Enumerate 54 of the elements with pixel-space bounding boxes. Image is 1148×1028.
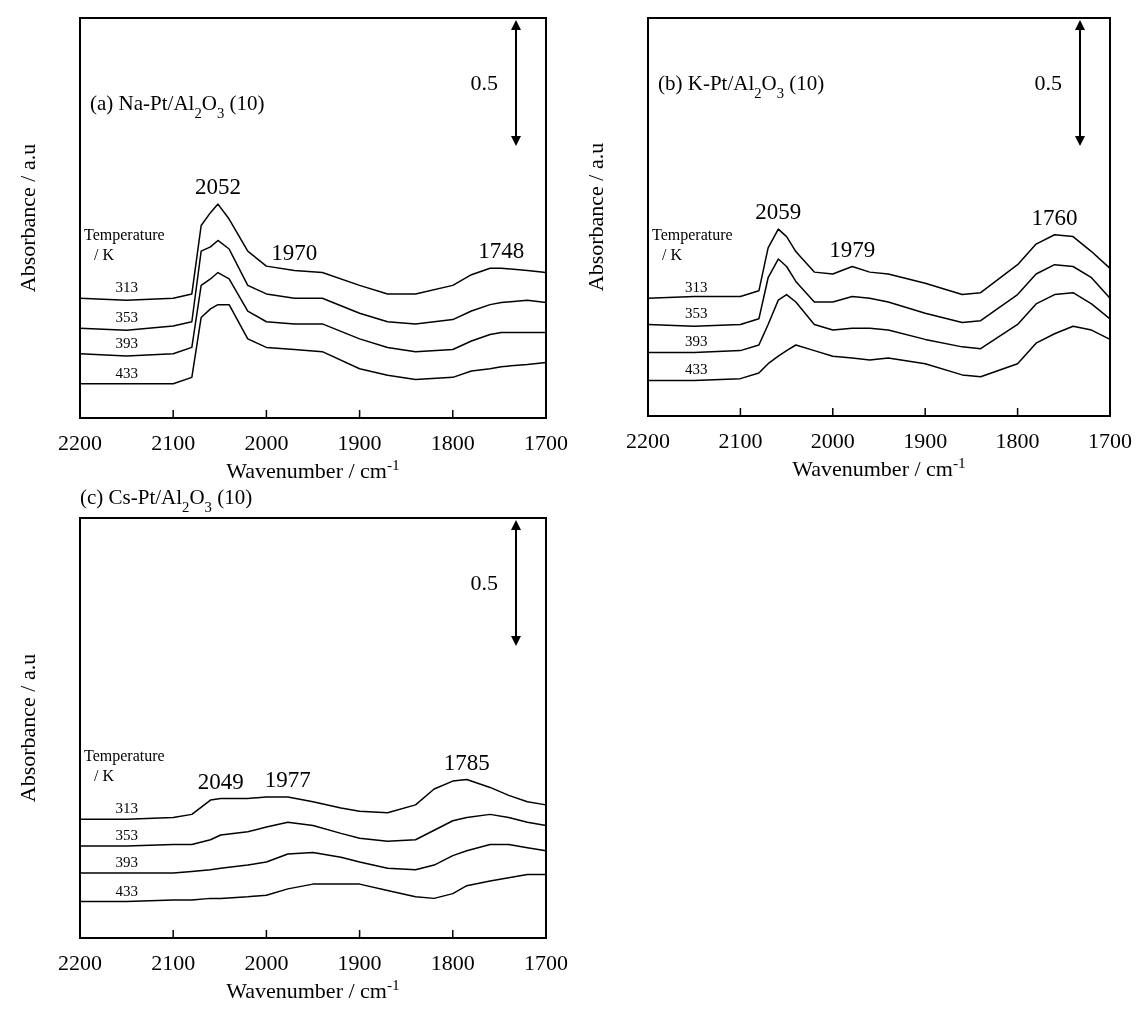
x-tick-label: 2000 <box>244 430 289 455</box>
annotation: 1748 <box>478 238 525 264</box>
x-tick-label: 2100 <box>151 430 196 455</box>
series-label: 393 <box>115 854 138 871</box>
x-tick-label: 2200 <box>58 430 102 455</box>
legend-title: Temperature / K <box>84 747 165 785</box>
annotation: 1760 <box>1031 204 1078 230</box>
y-axis-title: Absorbance / a.u <box>15 653 40 803</box>
series-label: 433 <box>115 364 138 381</box>
x-tick-label: 1900 <box>337 430 382 455</box>
series-label: 313 <box>115 279 138 296</box>
series-label: 353 <box>684 305 708 322</box>
x-axis-title: Wavenumber / cm$^{-1}$ <box>226 455 400 483</box>
x-tick-label: 2200 <box>58 950 102 975</box>
chart-title: (b) K-Pt/Al$_{2}$O$_{3}$ (10) <box>658 71 825 101</box>
x-tick-label: 1800 <box>430 950 475 975</box>
text: 0.5 <box>470 70 498 95</box>
x-tick-label: 1900 <box>337 950 382 975</box>
series-label: 313 <box>115 800 138 817</box>
annotation: 1970 <box>271 240 318 266</box>
x-tick-label: 1700 <box>1088 428 1132 453</box>
text: 0.5 <box>1034 70 1062 95</box>
chart-title: (c) Cs-Pt/Al$_{2}$O$_{3}$ (10) <box>80 485 253 515</box>
series-label: 353 <box>115 827 138 844</box>
annotation: 2059 <box>755 199 802 225</box>
chart-title: (a) Na-Pt/Al$_{2}$O$_{3}$ (10) <box>90 91 265 121</box>
x-tick-label: 1700 <box>524 430 568 455</box>
x-tick-label: 1700 <box>524 950 568 975</box>
annotation: 1979 <box>829 236 876 262</box>
series-label: 433 <box>115 882 138 899</box>
series-label: 353 <box>115 309 138 326</box>
x-tick-label: 1800 <box>430 430 475 455</box>
x-tick-label: 2100 <box>151 950 196 975</box>
legend-title: Temperature / K <box>84 226 165 264</box>
annotation: 2049 <box>197 768 244 794</box>
x-axis-title: Wavenumber / cm$^{-1}$ <box>792 453 966 481</box>
legend-title: Temperature / K <box>652 226 733 264</box>
annotation: 1977 <box>264 766 311 792</box>
series-label: 433 <box>684 361 708 378</box>
x-tick-label: 2000 <box>244 950 289 975</box>
x-tick-label: 2200 <box>626 428 670 453</box>
y-axis-title: Absorbance / a.u <box>15 143 40 293</box>
y-axis-title: Absorbance / a.u <box>583 142 608 292</box>
annotation: 2052 <box>194 174 241 200</box>
x-tick-label: 2000 <box>810 428 855 453</box>
x-tick-label: 1800 <box>995 428 1040 453</box>
series-label: 393 <box>115 334 138 351</box>
series-label: 313 <box>684 279 708 296</box>
x-tick-label: 1900 <box>903 428 948 453</box>
x-tick-label: 2100 <box>718 428 763 453</box>
text: 0.5 <box>470 570 498 595</box>
series-label: 393 <box>684 333 708 350</box>
annotation: 1785 <box>443 749 490 775</box>
x-axis-title: Wavenumber / cm$^{-1}$ <box>226 975 400 1003</box>
